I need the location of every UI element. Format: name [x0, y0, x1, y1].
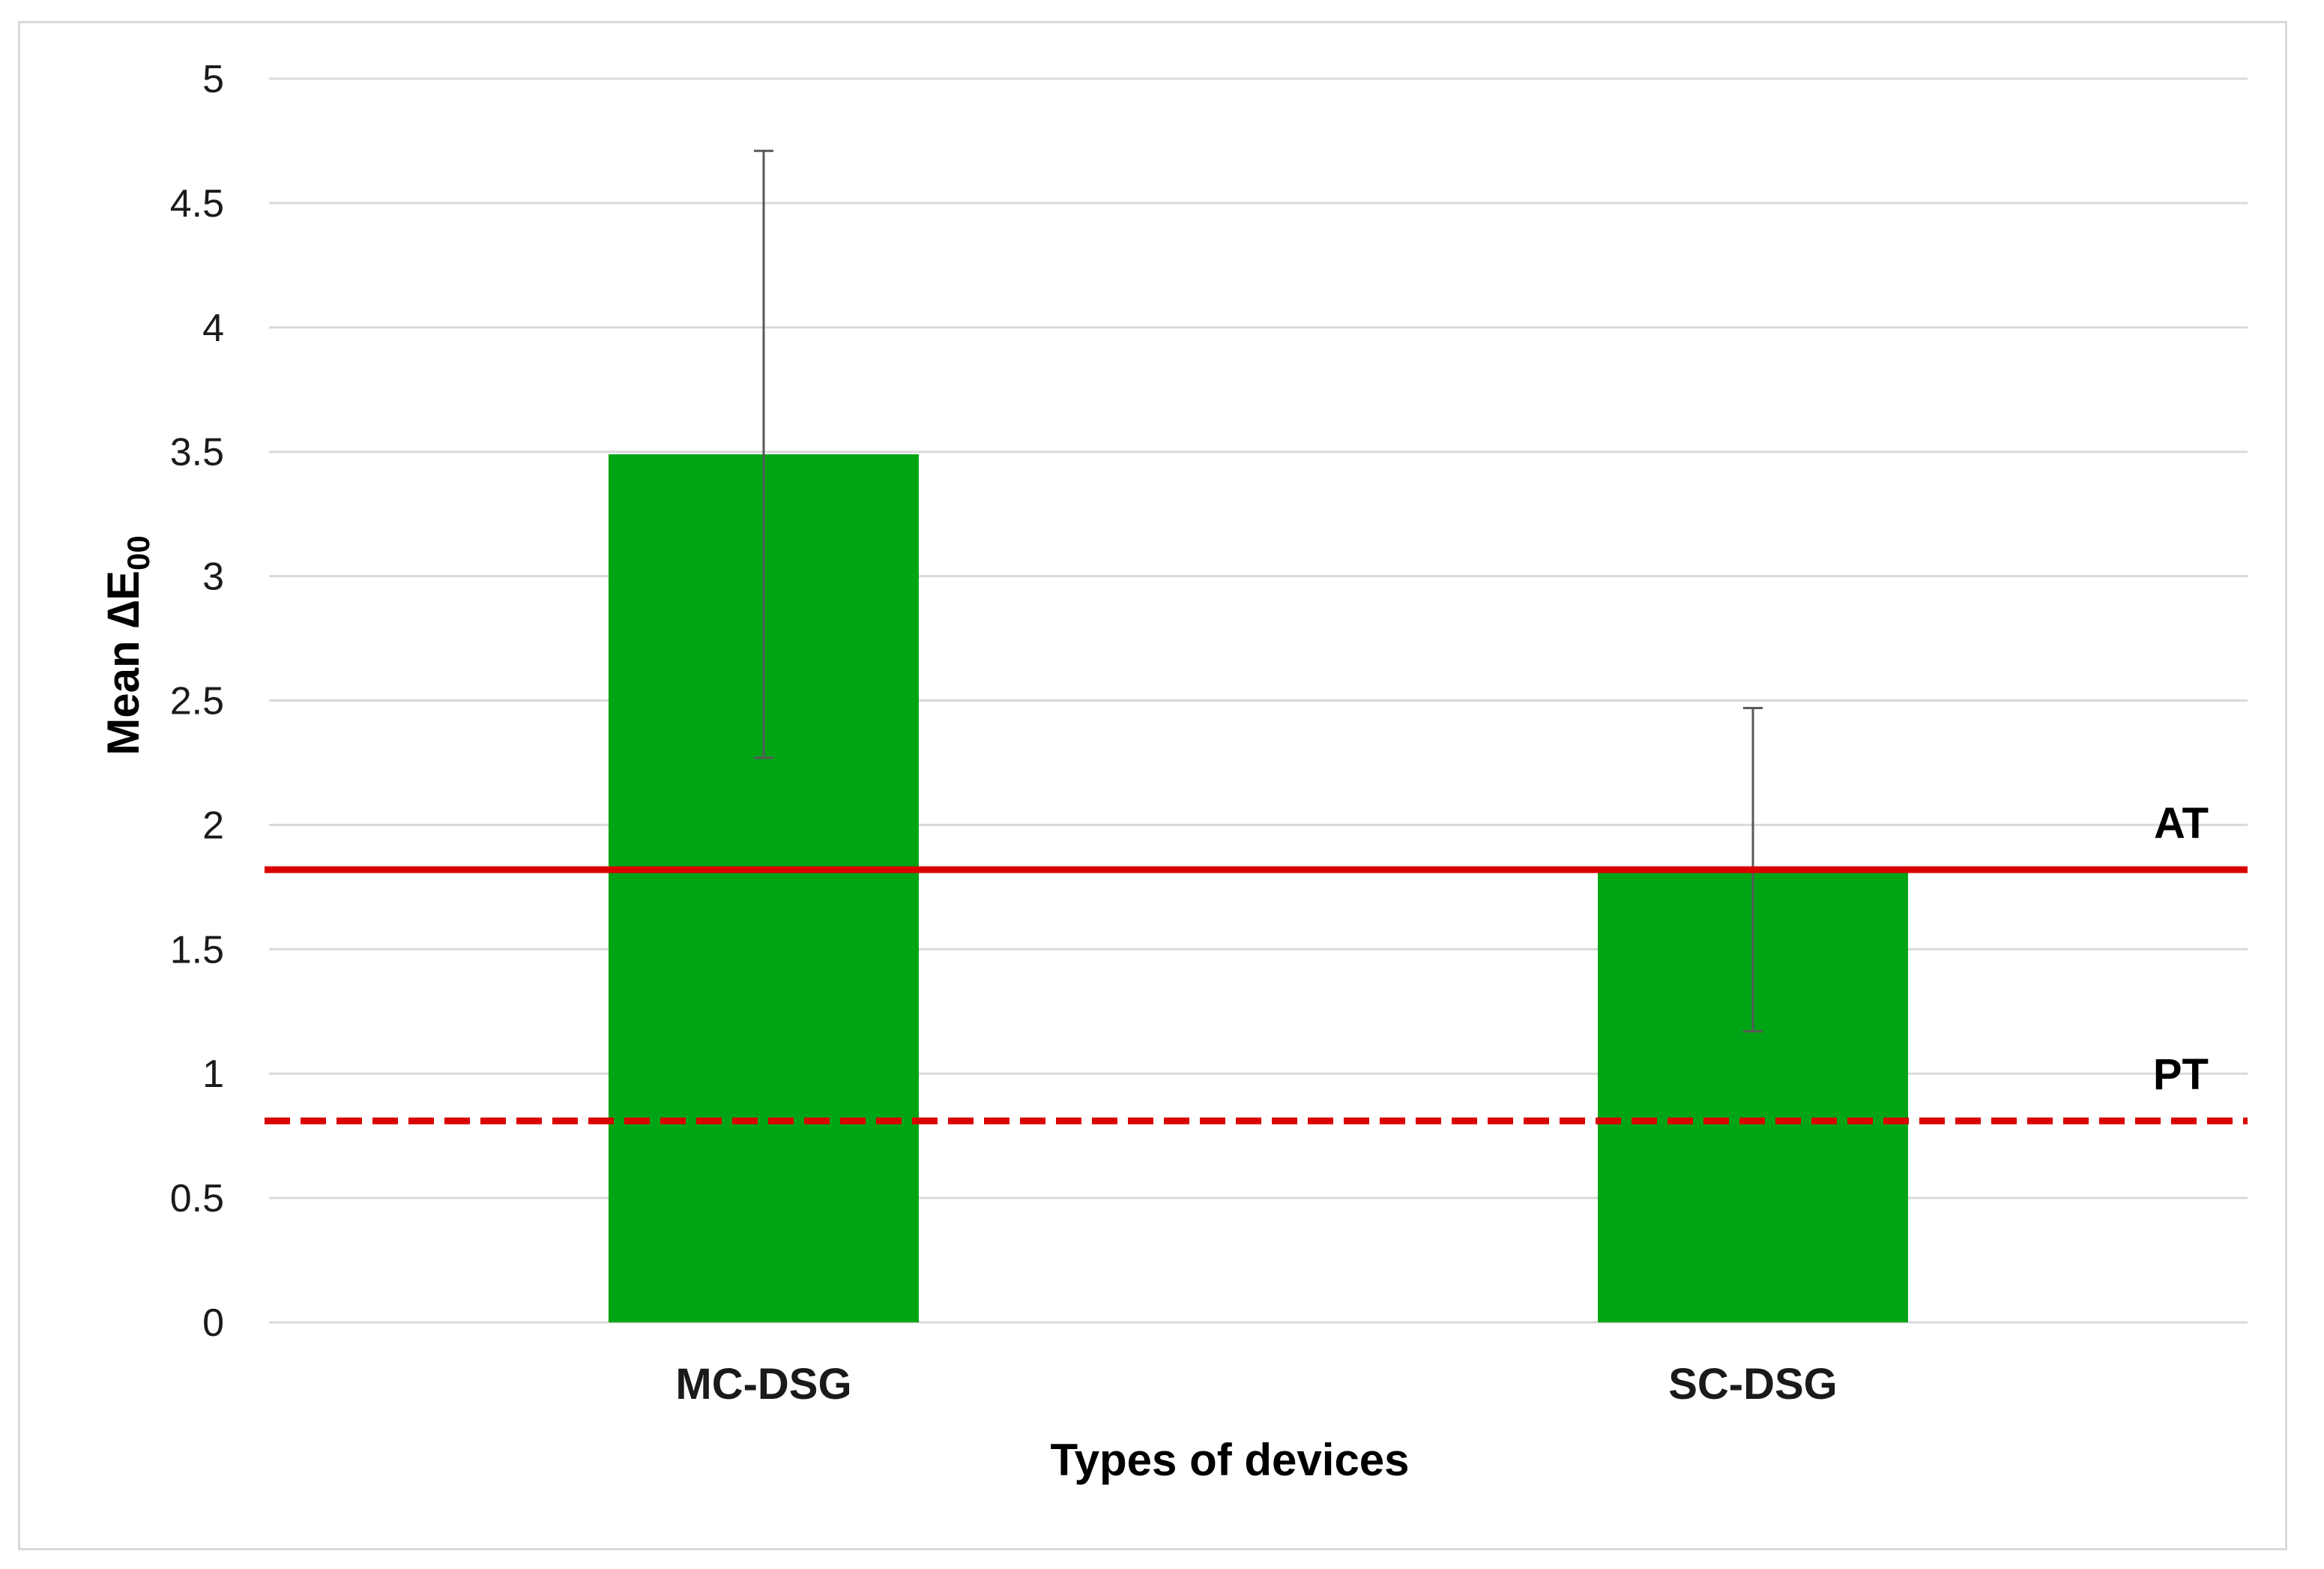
y-tick-label: 3: [202, 555, 224, 599]
y-tick-label: 2: [202, 804, 224, 847]
y-tick-label: 0: [202, 1301, 224, 1345]
y-tick-label: 4.5: [170, 182, 224, 226]
grid-lines: [269, 77, 2248, 1324]
reference-label-at: AT: [2154, 799, 2209, 848]
y-axis-title-subscript: 00: [121, 535, 156, 570]
x-axis-title: Types of devices: [1050, 1435, 1409, 1485]
y-tick-label: 5: [202, 58, 224, 101]
y-tick-label: 1: [202, 1052, 224, 1096]
y-tick-label: 1.5: [170, 928, 224, 972]
x-category-label: MC-DSG: [675, 1360, 851, 1409]
y-tick-label: 2.5: [170, 680, 224, 723]
y-tick-label: 4: [202, 307, 224, 350]
x-category-label: SC-DSG: [1668, 1360, 1838, 1409]
chart-frame: AT PT 0 0.5 1 1.5 2 2.5 3 3.5 4 4.5 5 MC-DSG SC-DSG …: [18, 21, 2287, 1550]
reference-label-pt: PT: [2153, 1050, 2209, 1099]
x-category-labels: MC-DSG SC-DSG: [675, 1360, 1837, 1409]
y-axis-title-main: Mean ∆E: [98, 570, 148, 756]
reference-lines: AT PT: [265, 799, 2248, 1124]
y-tick-labels: 0 0.5 1 1.5 2 2.5 3 3.5 4 4.5 5: [170, 58, 224, 1345]
y-axis-title: Mean ∆E00: [98, 535, 156, 756]
y-tick-label: 0.5: [170, 1177, 224, 1220]
y-tick-label: 3.5: [170, 431, 224, 475]
bars: [609, 454, 1908, 1322]
